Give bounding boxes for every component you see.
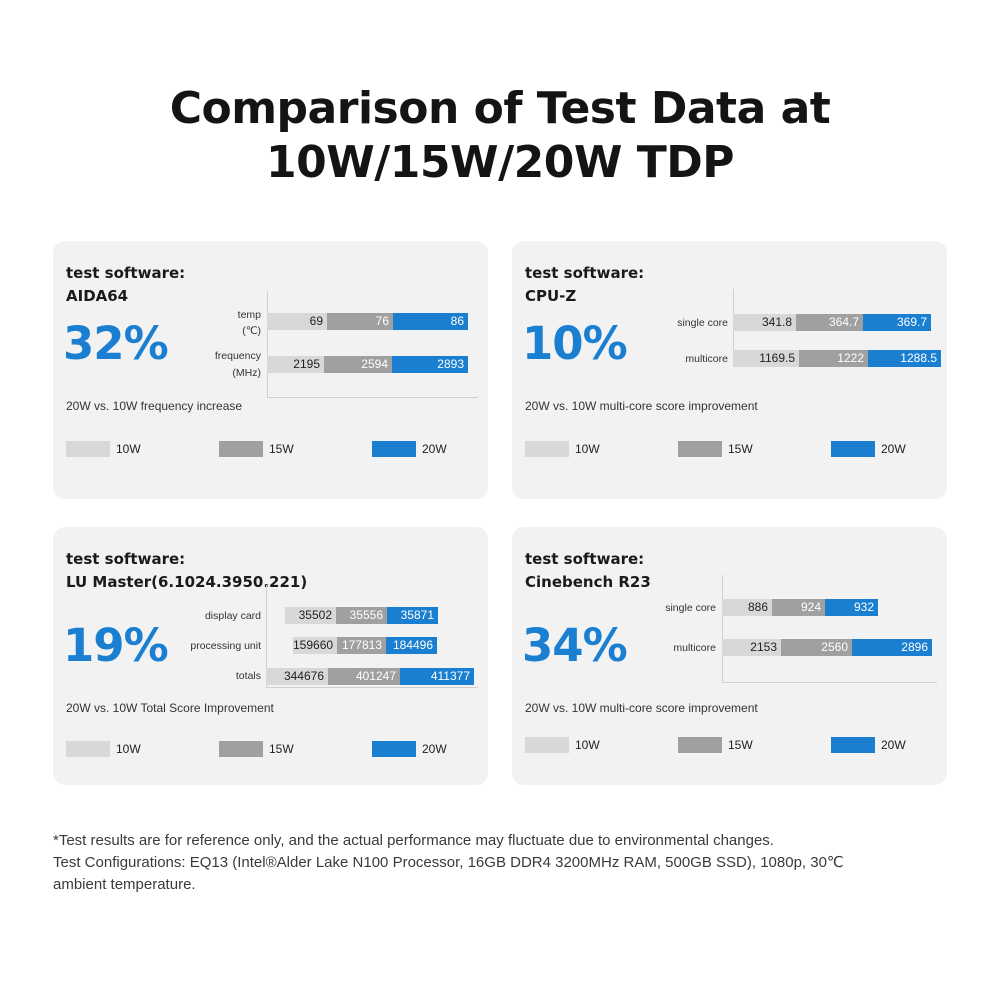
category-label-display-card: display card — [204, 610, 261, 622]
legend-swatch-10w — [66, 741, 110, 757]
improvement-caption: 20W vs. 10W frequency increase — [66, 399, 243, 413]
category-label-: (℃) — [242, 325, 261, 337]
bar-20w-display-card: 35871 — [387, 607, 438, 624]
improvement-percent: 10% — [522, 317, 628, 370]
legend-swatch-15w — [219, 741, 263, 757]
software-label: test software: — [66, 550, 186, 568]
category-label-frequency: frequency — [214, 350, 261, 362]
chart-card-aida64: test software: AIDA64 32% 20W vs. 10W frequ… — [53, 241, 488, 499]
category-label-single-core: single core — [665, 602, 716, 614]
category-label-multicore: multicore — [673, 642, 716, 654]
bar-15w-single-core: 924 — [772, 599, 825, 616]
software-name: CPU-Z — [525, 287, 577, 305]
bar-10w-single-core: 886 — [722, 599, 772, 616]
bar-20w-totals: 411377 — [400, 668, 474, 685]
category-label-multicore: multicore — [685, 353, 728, 365]
category-label-temp: temp — [237, 309, 261, 321]
legend-label-10w: 10W — [575, 442, 600, 456]
legend-swatch-20w — [372, 741, 416, 757]
software-label: test software: — [525, 550, 645, 568]
bar-20w-temp: 86 — [393, 313, 468, 330]
bar-20w-single-core: 932 — [825, 599, 878, 616]
legend-label-15w: 15W — [728, 738, 753, 752]
bar-20w-multicore: 1288.5 — [868, 350, 941, 367]
chart-card-cpu-z: test software: CPU-Z 10% 20W vs. 10W multi-… — [512, 241, 947, 499]
bar-10w-multicore: 2153 — [722, 639, 781, 656]
bar-15w-multicore: 1222 — [799, 350, 868, 367]
bar-10w-processing-unit: 159660 — [293, 637, 337, 654]
bar-20w-single-core: 369.7 — [863, 314, 931, 331]
bar-15w-temp: 76 — [327, 313, 393, 330]
legend-swatch-10w — [525, 737, 569, 753]
improvement-caption: 20W vs. 10W Total Score Improvement — [66, 701, 274, 715]
bar-15w-frequency: 2594 — [324, 356, 392, 373]
software-label: test software: — [66, 264, 186, 282]
bar-10w-frequency: 2195 — [267, 356, 324, 373]
bar-10w-multicore: 1169.5 — [733, 350, 799, 367]
bar-15w-single-core: 364.7 — [796, 314, 863, 331]
bar-15w-multicore: 2560 — [781, 639, 852, 656]
improvement-caption: 20W vs. 10W multi-core score improvement — [525, 701, 758, 715]
improvement-percent: 19% — [63, 619, 169, 672]
category-label-single-core: single core — [677, 317, 728, 329]
page-title-line-2: 10W/15W/20W TDP — [265, 137, 735, 188]
legend-label-15w: 15W — [269, 742, 294, 756]
footnote-line-2: Test Configurations: EQ13 (Intel®Alder L… — [53, 854, 844, 871]
category-label-mhz: (MHz) — [232, 367, 261, 379]
legend-label-15w: 15W — [269, 442, 294, 456]
legend-swatch-20w — [831, 737, 875, 753]
legend-label-20w: 20W — [881, 738, 906, 752]
legend-label-20w: 20W — [422, 442, 447, 456]
legend-swatch-10w — [525, 441, 569, 457]
bar-20w-multicore: 2896 — [852, 639, 932, 656]
legend-label-10w: 10W — [116, 442, 141, 456]
page-title-line-1: Comparison of Test Data at — [169, 83, 831, 134]
software-name: Cinebench R23 — [525, 573, 651, 591]
legend-swatch-15w — [219, 441, 263, 457]
y-axis-line — [266, 585, 267, 687]
legend-label-20w: 20W — [422, 742, 447, 756]
bar-20w-processing-unit: 184496 — [386, 637, 437, 654]
bar-20w-frequency: 2893 — [392, 356, 468, 373]
footnote-line-3: ambient temperature. — [53, 876, 196, 893]
bar-15w-totals: 401247 — [328, 668, 400, 685]
software-name: LU Master(6.1024.3950.221) — [66, 573, 308, 591]
legend-swatch-15w — [678, 441, 722, 457]
improvement-percent: 32% — [63, 317, 169, 370]
software-label: test software: — [525, 264, 645, 282]
improvement-caption: 20W vs. 10W multi-core score improvement — [525, 399, 758, 413]
legend-swatch-20w — [372, 441, 416, 457]
bar-15w-processing-unit: 177813 — [337, 637, 386, 654]
y-axis-line — [722, 575, 723, 682]
software-name: AIDA64 — [66, 287, 129, 305]
legend-swatch-20w — [831, 441, 875, 457]
category-label-processing-unit: processing unit — [190, 640, 261, 652]
footnote-line-1: *Test results are for reference only, an… — [53, 832, 774, 849]
legend-swatch-10w — [66, 441, 110, 457]
bar-10w-totals: 344676 — [266, 668, 328, 685]
category-label-totals: totals — [235, 670, 261, 682]
bar-10w-single-core: 341.8 — [733, 314, 796, 331]
bar-10w-display-card: 35502 — [285, 607, 336, 624]
page-title: Comparison of Test Data at 10W/15W/20W T… — [0, 82, 1000, 190]
bar-10w-temp: 69 — [267, 313, 327, 330]
bar-15w-display-card: 35556 — [336, 607, 387, 624]
footnote: *Test results are for reference only, an… — [53, 830, 953, 896]
legend-label-10w: 10W — [575, 738, 600, 752]
legend-label-10w: 10W — [116, 742, 141, 756]
y-axis-line — [267, 291, 268, 397]
legend-label-20w: 20W — [881, 442, 906, 456]
improvement-percent: 34% — [522, 619, 628, 672]
chart-card-cinebench: test software: Cinebench R23 34% 20W vs. 10… — [512, 527, 947, 785]
x-axis-line — [266, 687, 478, 688]
legend-swatch-15w — [678, 737, 722, 753]
x-axis-line — [722, 682, 937, 683]
x-axis-line — [267, 397, 478, 398]
legend-label-15w: 15W — [728, 442, 753, 456]
chart-card-lu-master: test software: LU Master(6.1024.3950.221)… — [53, 527, 488, 785]
